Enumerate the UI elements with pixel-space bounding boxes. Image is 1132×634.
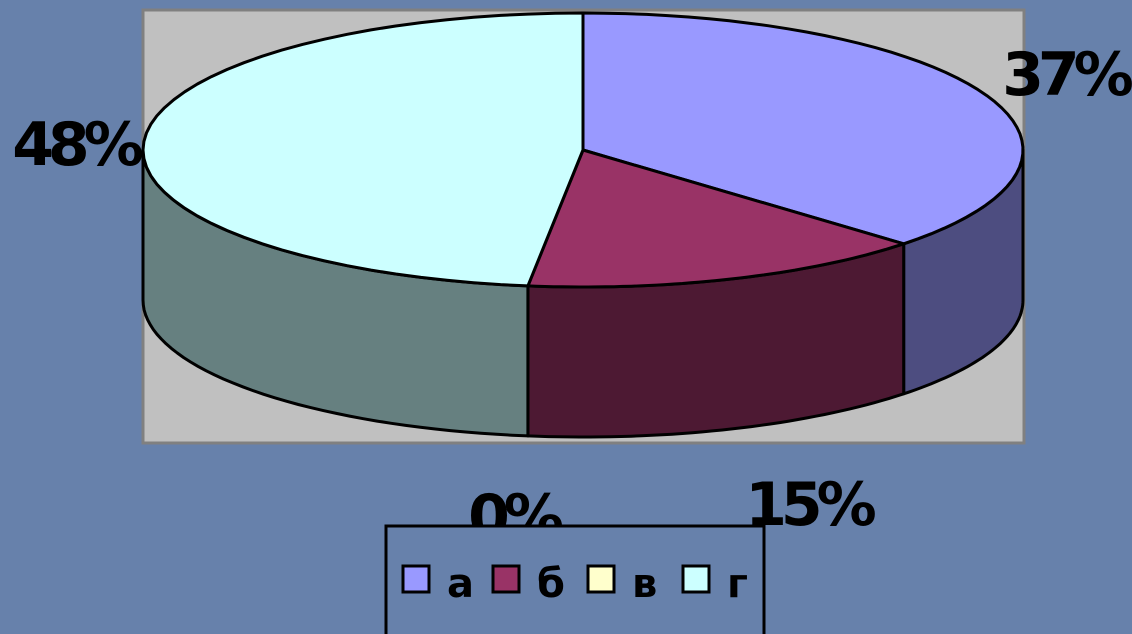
data-label-0: 37% xyxy=(1002,40,1132,110)
pie-slice-3 xyxy=(141,11,585,288)
legend-swatch-1 xyxy=(491,564,521,594)
legend-swatch-0 xyxy=(401,564,431,594)
legend-swatch-3 xyxy=(681,564,711,594)
pie-slice-0 xyxy=(581,11,1025,246)
pie-slice-1 xyxy=(526,148,906,289)
pie-tops xyxy=(141,11,1025,289)
data-label-3: 48% xyxy=(12,110,142,180)
data-label-1: 15% xyxy=(745,470,875,540)
legend-label-2: в xyxy=(632,561,657,607)
legend-label-0: а xyxy=(447,561,474,607)
legend-swatch-2 xyxy=(586,564,616,594)
pie-sides xyxy=(141,148,1025,439)
legend-label-3: г xyxy=(727,561,748,607)
data-labels: 37%15%0%48% xyxy=(12,40,1132,552)
legend-label-1: б xyxy=(537,561,565,607)
legend: а б в г xyxy=(384,524,766,634)
